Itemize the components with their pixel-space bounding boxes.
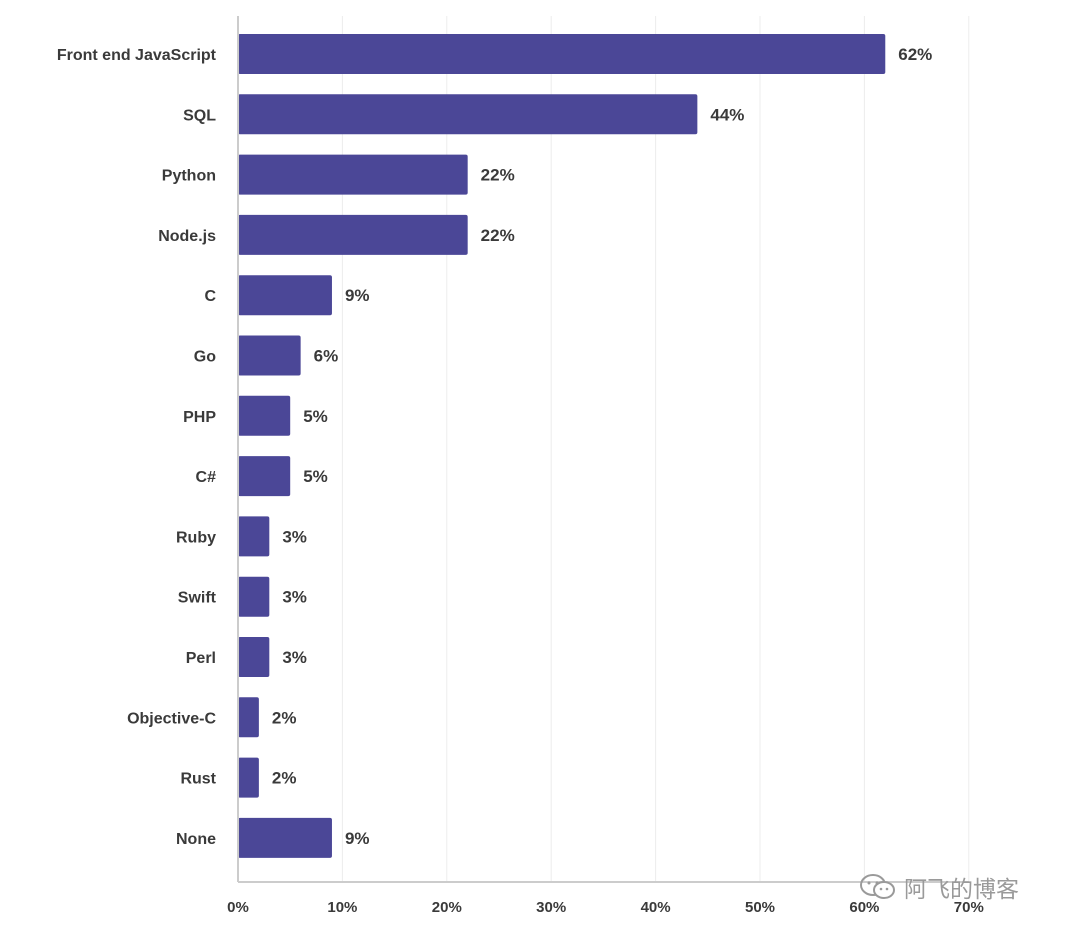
x-tick-label: 30% — [536, 899, 566, 916]
watermark: 阿飞的博客 — [858, 870, 1019, 904]
data-label: 6% — [314, 347, 339, 366]
x-tick-label: 40% — [641, 899, 671, 916]
data-label: 3% — [282, 527, 307, 546]
wechat-icon — [860, 874, 895, 899]
x-tick-label: 60% — [849, 899, 879, 916]
x-tick-label: 20% — [432, 899, 462, 916]
axes — [237, 16, 969, 883]
data-label: 2% — [272, 708, 297, 727]
category-label: Objective-C — [127, 710, 216, 727]
watermark-text: 阿飞的博客 — [904, 877, 1019, 903]
category-label: Rust — [180, 771, 216, 788]
bar — [238, 34, 886, 74]
bar — [238, 456, 291, 497]
labels: 0% 10% 20% 30% 40% 50% 60% 70% Front end JavaScr… — [57, 45, 984, 916]
bar — [238, 697, 259, 738]
data-label: 9% — [345, 829, 370, 848]
bar — [238, 757, 259, 798]
category-label: Swift — [178, 590, 217, 607]
bar — [238, 637, 270, 677]
category-label: Perl — [186, 650, 216, 667]
bar — [238, 395, 291, 436]
x-tick-label: 70% — [954, 899, 984, 916]
data-label: 9% — [345, 286, 370, 305]
x-tick-label: 0% — [227, 899, 249, 916]
bar — [238, 576, 270, 617]
category-label: None — [176, 831, 216, 848]
category-label: PHP — [183, 409, 216, 426]
data-label: 62% — [898, 45, 932, 64]
data-label: 3% — [282, 648, 307, 667]
bar — [238, 335, 301, 376]
bar — [238, 214, 468, 255]
data-label: 5% — [303, 407, 328, 426]
category-label: Ruby — [176, 529, 216, 546]
bar — [238, 817, 332, 858]
category-label: Node.js — [158, 228, 216, 245]
category-label: SQL — [183, 107, 216, 124]
data-label: 3% — [282, 588, 307, 607]
bar — [238, 516, 270, 557]
category-label: C# — [196, 469, 217, 486]
x-tick-label: 10% — [327, 899, 357, 916]
category-label: C — [204, 288, 216, 305]
x-tick-label: 50% — [745, 899, 775, 916]
bar — [238, 154, 468, 195]
bars — [238, 34, 886, 858]
data-label: 5% — [303, 467, 328, 486]
category-label: Front end JavaScript — [57, 47, 217, 64]
grid-lines — [341, 16, 970, 882]
data-label: 2% — [272, 769, 297, 788]
data-label: 44% — [710, 105, 744, 124]
data-label: 22% — [481, 226, 515, 245]
category-label: Python — [162, 168, 216, 185]
bar — [238, 94, 698, 135]
bar — [238, 275, 332, 316]
category-label: Go — [194, 349, 216, 366]
data-label: 22% — [481, 166, 515, 185]
